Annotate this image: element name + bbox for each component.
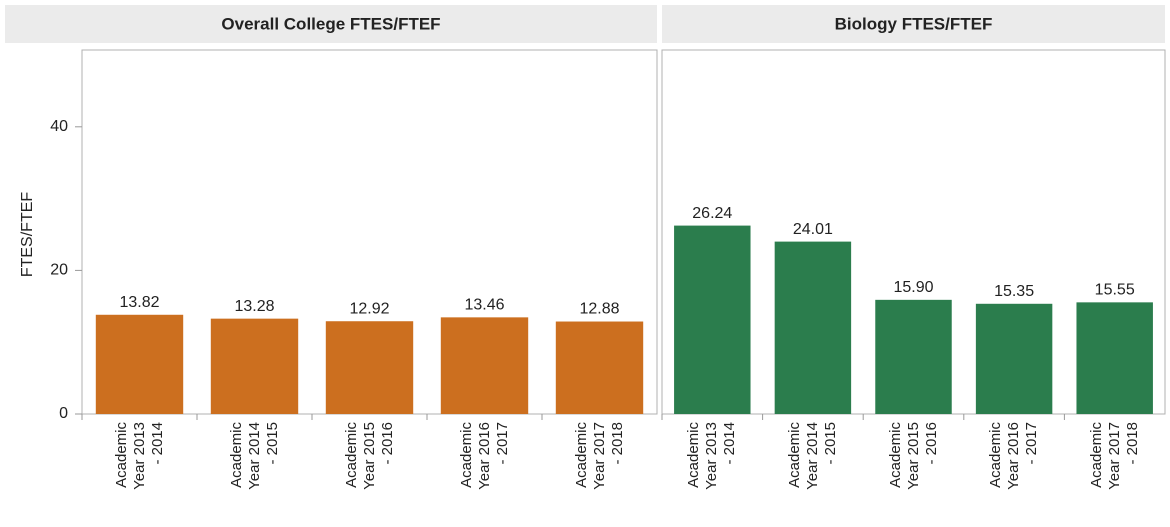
value-label: 13.82: [119, 294, 159, 311]
bar: [774, 241, 852, 414]
x-tick-label: Academic Year 2016 - 2017: [457, 422, 511, 490]
value-label: 15.90: [893, 279, 933, 296]
x-tick-label: Academic Year 2014 - 2015: [785, 422, 839, 490]
panel-header: [5, 5, 657, 43]
value-label: 13.28: [234, 298, 274, 315]
value-label: 26.24: [692, 205, 732, 222]
x-tick-label: Academic Year 2015 - 2016: [886, 422, 940, 490]
value-label: 13.46: [464, 297, 504, 314]
value-label: 15.55: [1095, 282, 1135, 299]
y-tick-label: 20: [50, 262, 68, 279]
x-tick-label: Academic Year 2017 - 2018: [572, 422, 626, 490]
x-tick-label: Academic Year 2017 - 2018: [1087, 422, 1141, 490]
x-tick-label: Academic Year 2013 - 2014: [685, 422, 739, 490]
panel-title: Overall College FTES/FTEF: [221, 14, 440, 33]
bar: [975, 303, 1053, 414]
x-tick-label: Academic Year 2013 - 2014: [112, 422, 166, 490]
bar: [210, 318, 299, 414]
bar: [1076, 302, 1153, 414]
value-label: 24.01: [793, 221, 833, 238]
y-tick-label: 0: [59, 405, 68, 422]
bar: [440, 317, 529, 414]
panel-title: Biology FTES/FTEF: [835, 14, 993, 33]
x-tick-label: Academic Year 2014 - 2015: [227, 422, 281, 490]
y-axis-label: FTES/FTEF: [19, 192, 36, 278]
bar: [555, 321, 644, 414]
x-tick-label: Academic Year 2015 - 2016: [342, 422, 396, 490]
value-label: 12.92: [349, 300, 389, 317]
value-label: 12.88: [579, 301, 619, 318]
bar: [875, 299, 952, 414]
value-label: 15.35: [994, 283, 1034, 300]
bar: [674, 225, 751, 414]
bar: [325, 321, 414, 414]
y-tick-label: 40: [50, 118, 68, 135]
x-tick-label: Academic Year 2016 - 2017: [987, 422, 1041, 490]
bar: [95, 314, 184, 414]
panel-header: [662, 5, 1165, 43]
